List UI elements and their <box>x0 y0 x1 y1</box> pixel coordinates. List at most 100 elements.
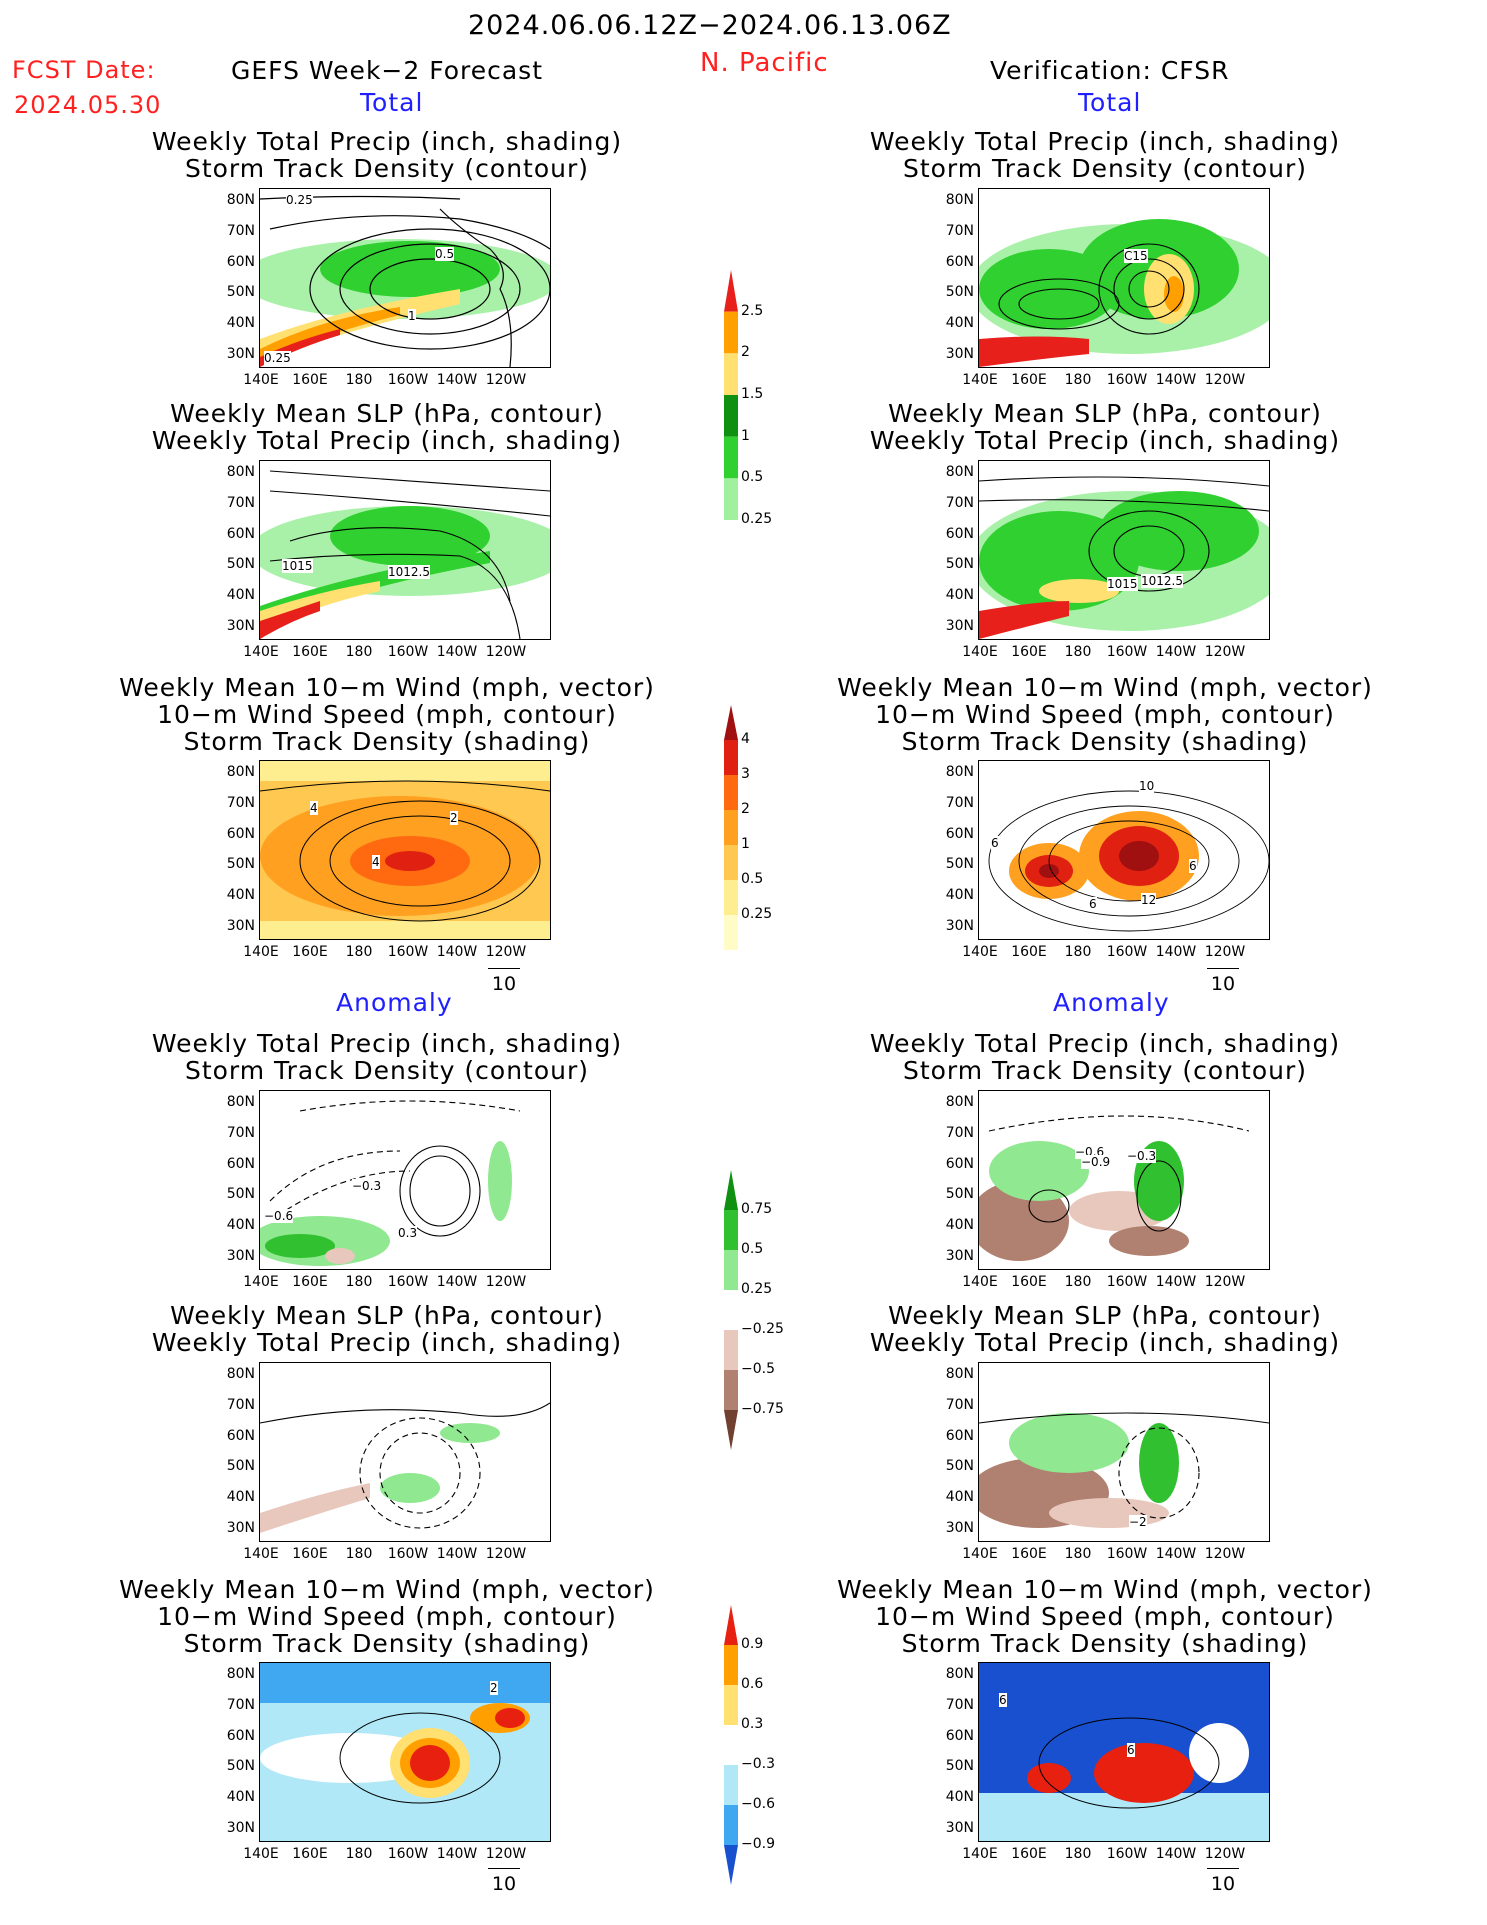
contour-label: 10 <box>1139 779 1155 793</box>
contour-label: −0.3 <box>1127 1149 1157 1163</box>
x-tick-label: 180 <box>345 1546 373 1562</box>
x-tick-label: 120W <box>485 1274 527 1290</box>
contour-label: 6 <box>991 836 999 850</box>
x-tick-label: 140E <box>962 644 998 660</box>
y-tick-label: 80N <box>945 1366 974 1382</box>
y-tick-label: 60N <box>226 1727 255 1744</box>
fcst-date-label: FCST Date: <box>12 56 156 84</box>
y-tick-label: 50N <box>226 1186 255 1203</box>
colorbar-label: 2 <box>741 344 750 361</box>
x-tick-label: 180 <box>345 944 373 960</box>
y-tick-label: 60N <box>226 1427 255 1444</box>
y-tick-label: 40N <box>945 315 974 332</box>
x-tick-label: 160E <box>1011 944 1047 960</box>
title-a5: Weekly Mean SLP (hPa, contour) Weekly Tot… <box>869 1301 1341 1357</box>
contour-label: 4 <box>310 801 318 815</box>
colorbar-swatch <box>724 270 738 312</box>
y-tick-label: 30N <box>945 618 974 634</box>
colorbar-label: 0.3 <box>741 1716 764 1732</box>
x-tick-label: 120W <box>485 372 527 388</box>
y-tick-label: 50N <box>945 556 974 573</box>
contour-label: 6 <box>1189 859 1197 873</box>
colorbar-label: 3 <box>741 766 750 782</box>
map-panel-total-precip-forecast: 0.25 0.5 1 0.25 <box>259 188 551 368</box>
y-tick-label: 70N <box>226 1396 255 1413</box>
colorbar-precip-anom <box>724 1170 738 1450</box>
y-tick-label: 30N <box>945 346 974 362</box>
map-panel-anomaly-precip-verification: −0.6 −0.9 −0.3 <box>978 1090 1270 1270</box>
colorbar-label: 0.5 <box>741 871 764 887</box>
colorbar-label: 1 <box>741 427 750 444</box>
y-tick-label: 60N <box>945 1155 974 1172</box>
verification-title: Verification: CFSR <box>990 56 1230 85</box>
x-tick-label: 160W <box>1106 372 1148 388</box>
y-tick-label: 60N <box>945 525 974 542</box>
y-tick-label: 60N <box>226 253 255 270</box>
title-a4: Weekly Total Precip (inch, shading) Storm… <box>869 1029 1341 1085</box>
y-tick-label: 40N <box>945 887 974 904</box>
contour-label: −0.6 <box>264 1209 294 1223</box>
colorbar-label: −0.6 <box>741 1796 775 1812</box>
y-tick-label: 30N <box>226 918 255 934</box>
title-t1: Weekly Total Precip (inch, shading) Storm… <box>151 127 623 183</box>
x-tick-label: 160E <box>1011 372 1047 388</box>
colorbar-swatch <box>724 1765 738 1805</box>
colorbar-swatch <box>724 1805 738 1845</box>
x-tick-label: 180 <box>345 644 373 660</box>
contour-label: 0.3 <box>398 1226 418 1240</box>
contour-label: 1012.5 <box>388 565 430 579</box>
x-tick-label: 140W <box>1155 372 1197 388</box>
x-tick-label: 160E <box>292 372 328 388</box>
x-tick-label: 140W <box>1155 1546 1197 1562</box>
y-tick-label: 60N <box>945 825 974 842</box>
colorbar-label: 0.5 <box>741 469 764 486</box>
section-total-right: Total <box>1078 88 1142 117</box>
x-tick-label: 160E <box>292 1274 328 1290</box>
map-panel-anomaly-slp-forecast <box>259 1362 551 1542</box>
y-tick-label: 60N <box>226 525 255 542</box>
y-tick-label: 80N <box>226 192 255 208</box>
y-tick-label: 80N <box>226 1366 255 1382</box>
x-tick-label: 140W <box>436 1274 478 1290</box>
x-tick-label: 160W <box>1106 1846 1148 1862</box>
colorbar-swatch <box>724 311 738 354</box>
y-tick-label: 50N <box>226 1458 255 1475</box>
y-tick-label: 70N <box>226 794 255 811</box>
x-tick-label: 180 <box>345 1274 373 1290</box>
y-tick-label: 30N <box>945 1820 974 1836</box>
colorbar-label: 1.5 <box>741 386 764 402</box>
map-panel-anomaly-slp-verification: −2 <box>978 1362 1270 1542</box>
y-tick-label: 40N <box>226 887 255 904</box>
contour-label: −2 <box>1129 1515 1147 1529</box>
x-tick-label: 120W <box>1204 644 1246 660</box>
y-tick-label: 50N <box>945 1186 974 1203</box>
x-tick-label: 180 <box>1064 1274 1092 1290</box>
y-tick-label: 80N <box>226 764 255 780</box>
date-range-title: 2024.06.06.12Z−2024.06.13.06Z <box>468 10 952 41</box>
y-tick-label: 30N <box>945 1520 974 1536</box>
section-total-left: Total <box>360 88 424 117</box>
x-tick-label: 120W <box>1204 372 1246 388</box>
x-tick-label: 160W <box>387 944 429 960</box>
x-tick-label: 160W <box>387 1846 429 1862</box>
x-tick-label: 160W <box>1106 944 1148 960</box>
y-tick-label: 70N <box>945 1696 974 1713</box>
colorbar-swatch <box>724 845 738 880</box>
x-tick-label: 140W <box>436 944 478 960</box>
y-tick-label: 80N <box>945 764 974 780</box>
y-tick-label: 50N <box>226 556 255 573</box>
colorbar-swatch <box>724 915 738 950</box>
section-anomaly-left: Anomaly <box>336 988 453 1017</box>
title-t2: Weekly Mean SLP (hPa, contour) Weekly Tot… <box>151 399 623 455</box>
colorbar-label: 0.9 <box>741 1636 764 1652</box>
x-tick-label: 120W <box>1204 944 1246 960</box>
x-tick-label: 140W <box>1155 944 1197 960</box>
x-tick-label: 160W <box>387 1274 429 1290</box>
y-tick-label: 40N <box>226 587 255 604</box>
y-tick-label: 70N <box>945 1396 974 1413</box>
x-tick-label: 120W <box>1204 1846 1246 1862</box>
title-t3: Weekly Mean 10−m Wind (mph, vector) 10−m … <box>119 673 655 756</box>
x-tick-label: 180 <box>1064 1546 1092 1562</box>
colorbar-swatch <box>724 705 738 740</box>
y-tick-label: 30N <box>226 346 255 362</box>
